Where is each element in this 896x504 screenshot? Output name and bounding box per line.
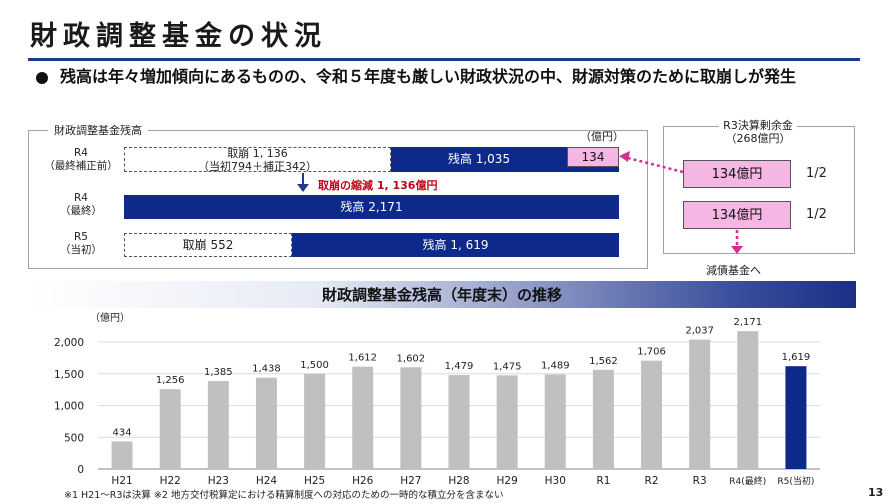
balance-bar-r5: 残高 1, 619: [292, 233, 619, 257]
row-r4-final-label: R4 （最終）: [40, 192, 122, 218]
data-label: 1,500: [300, 360, 329, 371]
withdrawal-bar-r4-before: 取崩 1, 136 （当初794＋補正342）: [124, 146, 391, 173]
bar: [544, 374, 566, 469]
data-label: 1,562: [589, 356, 618, 367]
bullet-icon: [36, 72, 48, 84]
chart-title: 財政調整基金残高（年度末）の推移: [28, 281, 856, 308]
data-label: 1,489: [541, 360, 570, 371]
bar: [400, 367, 422, 469]
x-tick-label: H23: [208, 475, 229, 487]
data-label: 1,619: [782, 352, 811, 363]
surplus-title-line2: （268億円）: [725, 132, 791, 145]
surplus-title-line1: R3決算剰余金: [719, 119, 797, 132]
data-label: 2,171: [733, 317, 762, 328]
bar: [304, 373, 326, 469]
page-title: 財政調整基金の状況: [30, 21, 327, 52]
data-label: 434: [113, 427, 132, 438]
bar: [255, 377, 277, 469]
surplus-item-2: 134億円: [683, 201, 791, 229]
withdrawal-breakdown: （当初794＋補正342）: [198, 159, 317, 173]
destination-label: 減債基金へ: [706, 264, 761, 277]
balance-unit: （億円）: [580, 130, 624, 143]
x-tick-label: R2: [645, 475, 659, 487]
y-tick-label: 1,500: [54, 369, 84, 381]
surplus-item-1: 134億円: [683, 160, 791, 188]
data-label: 1,438: [252, 364, 281, 375]
surplus-title: R3決算剰余金 （268億円）: [663, 119, 853, 145]
x-tick-label: H26: [352, 475, 374, 487]
bar: [641, 360, 663, 469]
data-label: 2,037: [685, 326, 714, 337]
data-label: 1,706: [637, 347, 666, 358]
x-tick-label: R4(最終): [729, 475, 766, 487]
row-label-sub: （当初）: [60, 244, 102, 256]
row-r5-initial-label: R5 （当初）: [40, 231, 122, 257]
x-tick-label: H27: [400, 475, 421, 487]
surplus-bar-tail: [567, 167, 619, 172]
title-underline: [28, 58, 860, 61]
balance-bar-r4-before: 残高 1,035: [391, 147, 567, 172]
row-label-sub: （最終）: [60, 205, 102, 217]
bar: [689, 339, 711, 469]
data-label: 1,479: [445, 361, 474, 372]
bar: [448, 375, 470, 469]
page-number: 13: [868, 486, 884, 499]
x-tick-label: H21: [111, 475, 132, 487]
balance-bar-r4-final: 残高 2,171: [124, 195, 619, 219]
bar: [207, 381, 229, 469]
withdrawal-bar-r5: 取崩 552: [124, 233, 292, 257]
x-tick-label: H22: [160, 475, 181, 487]
x-tick-label: H28: [448, 475, 469, 487]
row-label-year: R4: [74, 147, 88, 159]
bar: [352, 366, 374, 469]
surplus-bar-134: 134: [567, 147, 619, 167]
footnote: ※1 H21～R3は決算 ※2 地方交付税算定における精算制度への対応のための一…: [64, 490, 504, 501]
x-tick-label: H25: [304, 475, 325, 487]
bar: [785, 366, 807, 469]
x-tick-label: R1: [596, 475, 610, 487]
row-label-sub: （最終補正前）: [44, 160, 118, 172]
y-tick-label: 1,000: [54, 401, 84, 413]
data-label: 1,475: [493, 361, 522, 372]
x-tick-label: R3: [693, 475, 707, 487]
x-tick-label: H30: [545, 475, 566, 487]
x-tick-label: R5(当初): [777, 475, 814, 487]
y-tick-label: 500: [64, 432, 84, 444]
surplus-ratio-1: 1/2: [806, 166, 827, 181]
balance-box-label: 財政調整基金残高: [48, 122, 148, 138]
bar: [496, 375, 518, 469]
data-label: 1,602: [397, 353, 426, 364]
down-arrow-icon: [297, 173, 309, 197]
data-label: 1,256: [156, 375, 185, 386]
withdrawal-amount: 取崩 1, 136: [227, 146, 288, 160]
bar: [111, 441, 133, 469]
bar: [159, 389, 181, 469]
surplus-ratio-2: 1/2: [806, 207, 827, 222]
x-tick-label: H24: [256, 475, 278, 487]
data-label: 1,612: [348, 353, 377, 364]
bar: [592, 369, 614, 469]
row-label-year: R4: [74, 192, 88, 204]
reduction-note: 取崩の縮減 1, 136億円: [318, 179, 438, 192]
data-label: 1,385: [204, 367, 233, 378]
row-label-year: R5: [74, 231, 88, 243]
summary-text: 残高は年々増加傾向にあるものの、令和５年度も厳しい財政状況の中、財源対策のために…: [60, 67, 797, 86]
y-axis-label: （億円）: [90, 311, 130, 324]
row-r4-before-label: R4 （最終補正前）: [40, 147, 122, 173]
y-tick-label: 2,000: [54, 337, 84, 349]
x-tick-label: H29: [497, 475, 518, 487]
bar: [737, 331, 759, 469]
y-tick-label: 0: [77, 464, 84, 476]
